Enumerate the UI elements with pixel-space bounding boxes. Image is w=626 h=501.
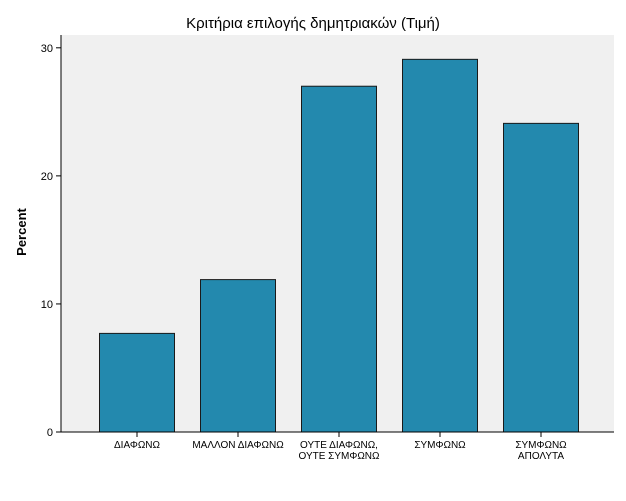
y-ticks-group: 0 10 20 30: [41, 43, 61, 439]
x-tick-label: ΟΥΤΕ ΣΥΜΦΩΝΩ: [298, 451, 380, 462]
bar-1: [99, 332, 175, 433]
y-axis-label: Percent: [14, 207, 29, 255]
y-tick-label: 30: [41, 43, 53, 55]
chart-title: Κριτήρια επιλογής δημητριακών (Τιμή): [186, 15, 440, 32]
x-tick-label: ΟΥΤΕ ΔΙΑΦΩΝΩ,: [300, 440, 378, 451]
x-labels-group: ΔΙΑΦΩΝΩ ΜΑΛΛΟΝ ΔΙΑΦΩΝΩ ΟΥΤΕ ΔΙΑΦΩΝΩ,ΟΥΤΕ Σ…: [114, 432, 567, 462]
y-tick-label: 10: [41, 299, 53, 311]
x-tick-label: ΣΥΜΦΩΝΩ: [414, 440, 466, 451]
x-tick-label: ΑΠΟΛΥΤΑ: [518, 451, 564, 462]
x-tick-label: ΔΙΑΦΩΝΩ: [114, 440, 161, 451]
x-tick-label: ΣΥΜΦΩΝΩ: [515, 440, 567, 451]
bar-2: [200, 279, 276, 433]
bar-3: [301, 85, 377, 433]
y-tick-label: 20: [41, 171, 53, 183]
bar-4: [402, 58, 478, 433]
y-tick-label: 0: [47, 427, 53, 439]
bar-5: [503, 122, 579, 433]
x-tick-label: ΜΑΛΛΟΝ ΔΙΑΦΩΝΩ: [192, 440, 284, 451]
bars-group: [99, 58, 579, 433]
